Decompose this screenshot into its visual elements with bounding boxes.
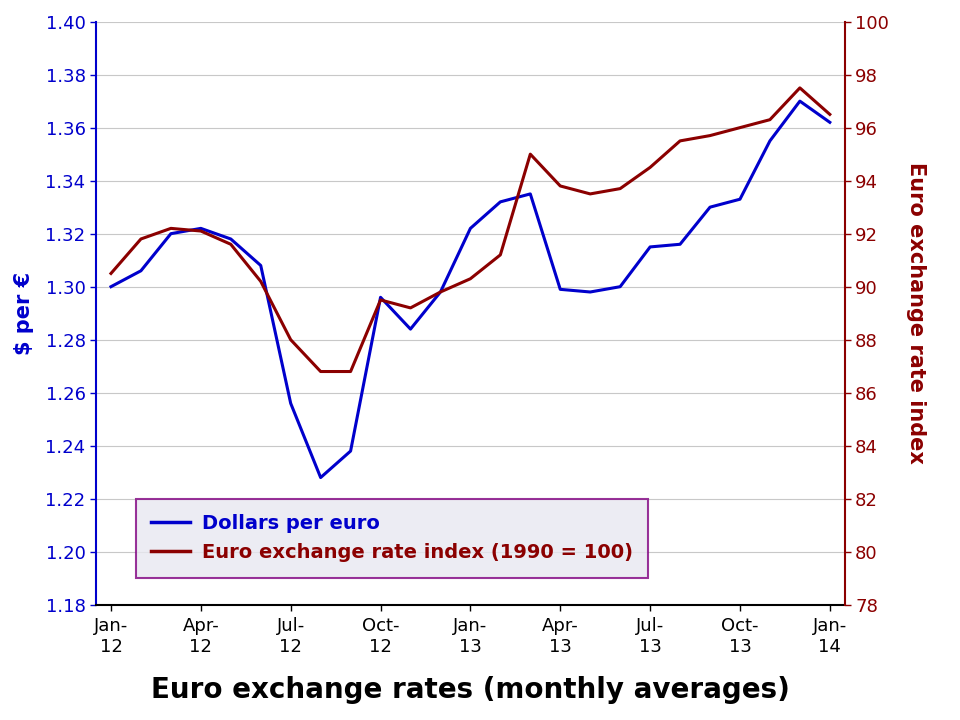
Y-axis label: $ per €: $ per €: [14, 271, 35, 355]
Y-axis label: Euro exchange rate index: Euro exchange rate index: [905, 162, 925, 464]
Legend: Dollars per euro, Euro exchange rate index (1990 = 100): Dollars per euro, Euro exchange rate ind…: [135, 499, 648, 577]
X-axis label: Euro exchange rates (monthly averages): Euro exchange rates (monthly averages): [151, 675, 790, 703]
